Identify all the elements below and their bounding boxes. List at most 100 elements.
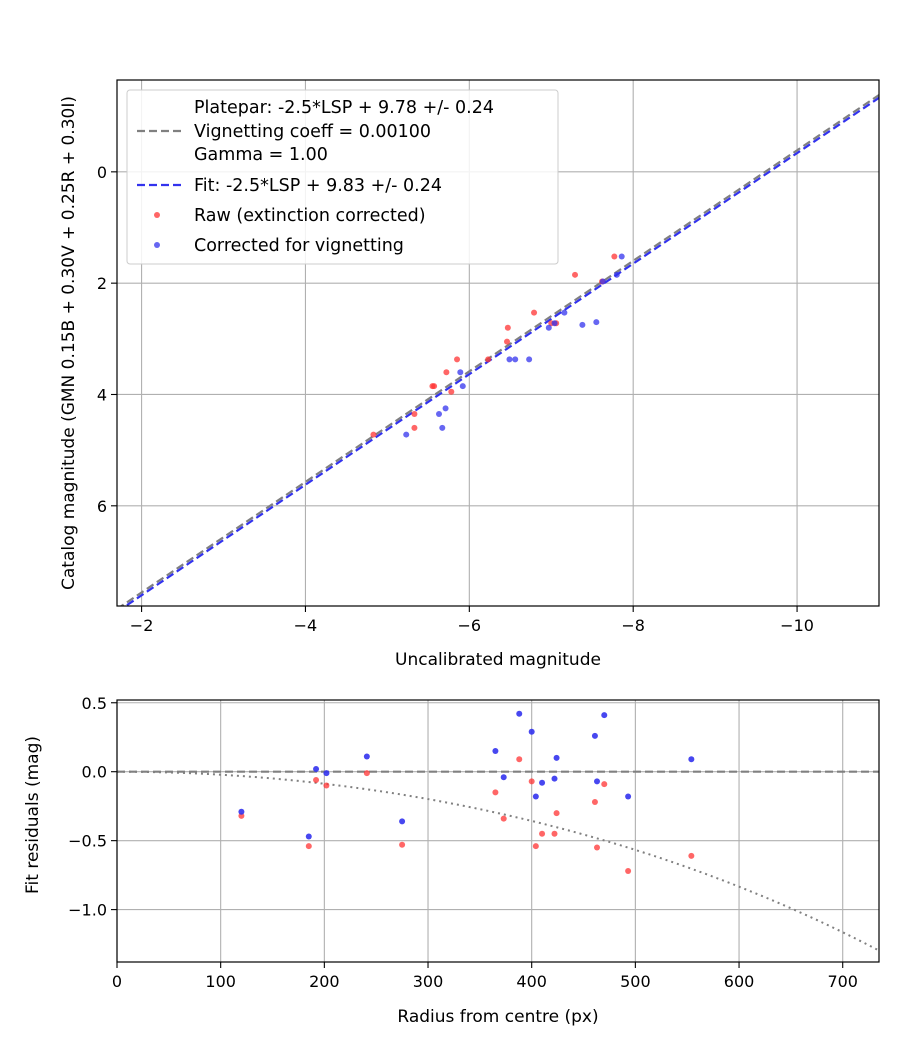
- x-tick-label: 100: [205, 972, 236, 991]
- legend: Platepar: -2.5*LSP + 9.78 +/- 0.24 Vignet…: [126, 89, 559, 265]
- raw-residual-point: [516, 756, 523, 763]
- raw-residual-point: [500, 815, 507, 822]
- raw-residual-point: [688, 852, 695, 859]
- raw-point: [572, 271, 579, 278]
- raw-residual-point: [399, 841, 406, 848]
- raw-point: [431, 383, 438, 390]
- corrected-residual-point: [594, 778, 601, 785]
- raw-residual-point: [238, 812, 245, 819]
- corrected-residual-point: [553, 754, 560, 761]
- corrected-point: [618, 253, 625, 260]
- corrected-residual-point: [399, 818, 406, 825]
- corrected-residual-point: [528, 728, 535, 735]
- corrected-residual-point: [313, 765, 320, 772]
- corrected-residual-point: [305, 833, 312, 840]
- corrected-residual-point: [516, 710, 523, 717]
- x-axis-label: Radius from centre (px): [397, 1007, 598, 1027]
- platepar-line: [119, 94, 879, 606]
- corrected-point: [439, 424, 446, 431]
- corrected-point: [442, 405, 449, 412]
- raw-residual-point: [601, 781, 608, 788]
- corrected-point: [561, 309, 568, 316]
- raw-point: [443, 369, 450, 376]
- magnitude-calibration-plot: −2 −4 −6 −8 −10 0 2 4 6 Uncalibrated magnitude Cat…: [59, 79, 880, 670]
- legend-label: Gamma = 1.00: [194, 145, 328, 165]
- corrected-point: [545, 324, 552, 331]
- y-axis-label: Catalog magnitude (GMN 0.15B + 0.30V + 0…: [59, 96, 79, 590]
- legend-box: [126, 89, 559, 265]
- y-tick-label: −0.5: [68, 832, 107, 851]
- raw-residual-point: [591, 799, 598, 806]
- y-tick-label: 0.0: [82, 763, 107, 782]
- corrected-point: [436, 410, 443, 417]
- corrected-point: [512, 356, 519, 363]
- corrected-residual-point: [688, 756, 695, 763]
- x-tick-label: 500: [620, 972, 651, 991]
- raw-point: [611, 253, 618, 260]
- raw-point: [504, 324, 511, 331]
- raw-residual-point: [594, 844, 601, 851]
- corrected-residual-point: [238, 808, 245, 815]
- corrected-residual-point: [363, 753, 370, 760]
- legend-raw-marker: [154, 212, 160, 218]
- raw-residual-point: [323, 782, 330, 789]
- y-tick-label: 0: [97, 163, 107, 182]
- residuals-plot: 0 100 200 300 400 500 600 700 0.5 0.0 −0.5 −1.0 Radi…: [23, 694, 880, 1027]
- raw-point: [411, 410, 418, 417]
- y-tick-label: −1.0: [68, 901, 107, 920]
- corrected-residual-point: [591, 732, 598, 739]
- legend-label: Corrected for vignetting: [194, 236, 404, 256]
- corrected-residual-point: [323, 770, 330, 777]
- raw-residual-point: [492, 789, 499, 796]
- fit-line: [123, 96, 879, 606]
- legend-label: Fit: -2.5*LSP + 9.83 +/- 0.24: [194, 176, 442, 196]
- y-tick-label: 0.5: [82, 694, 107, 713]
- corrected-point: [613, 271, 620, 278]
- x-axis-label: Uncalibrated magnitude: [395, 650, 601, 670]
- corrected-residual-point: [551, 775, 558, 782]
- raw-residual-point: [539, 830, 546, 837]
- corrected-point: [457, 369, 464, 376]
- corrected-residual-point: [539, 779, 546, 786]
- x-tick-label: 600: [724, 972, 755, 991]
- corrected-point: [593, 319, 600, 326]
- x-tick-label: 400: [516, 972, 547, 991]
- legend-label: Raw (extinction corrected): [194, 206, 426, 226]
- vignetting-model-curve: [117, 770, 879, 952]
- corrected-point: [599, 278, 606, 285]
- legend-label: Vignetting coeff = 0.00100: [194, 122, 431, 142]
- corrected-residual-point: [601, 712, 608, 719]
- x-tick-label: 700: [827, 972, 858, 991]
- corrected-residual-point: [492, 748, 499, 755]
- corrected-point: [579, 321, 586, 328]
- corrected-point: [403, 431, 410, 438]
- plot-frame: [116, 699, 880, 963]
- x-tick-label: −6: [458, 616, 482, 635]
- corrected-residual-point: [500, 774, 507, 781]
- y-tick-label: 6: [97, 497, 107, 516]
- plot-content: [119, 94, 879, 606]
- x-tick-label: 0: [112, 972, 122, 991]
- legend-label: Platepar: -2.5*LSP + 9.78 +/- 0.24: [194, 98, 494, 118]
- plot-frame: [116, 79, 880, 607]
- corrected-point: [551, 320, 558, 327]
- x-tick-label: −10: [780, 616, 814, 635]
- corrected-residual-point: [625, 793, 632, 800]
- raw-point: [411, 424, 418, 431]
- x-tick-label: −2: [130, 616, 154, 635]
- raw-residual-point: [532, 843, 539, 850]
- corrected-point: [526, 356, 533, 363]
- raw-point: [370, 431, 377, 438]
- raw-residual-point: [528, 778, 535, 785]
- y-axis-label: Fit residuals (mag): [23, 736, 43, 894]
- raw-point: [485, 356, 492, 363]
- raw-point: [531, 309, 538, 316]
- y-tick-label: 2: [97, 274, 107, 293]
- raw-residual-point: [305, 843, 312, 850]
- raw-residual-point: [363, 770, 370, 777]
- raw-residual-point: [625, 867, 632, 874]
- raw-point: [504, 338, 511, 345]
- y-tick-label: 4: [97, 385, 107, 404]
- legend-corrected-marker: [154, 242, 160, 248]
